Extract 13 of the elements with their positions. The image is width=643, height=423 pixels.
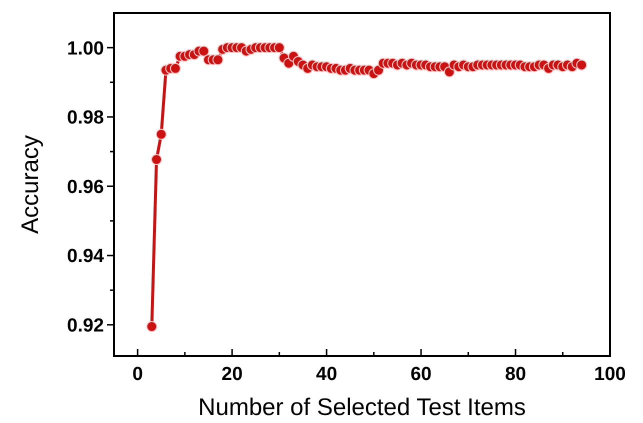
- x-tick-label: 100: [594, 364, 626, 385]
- y-tick-label: 1.00: [67, 38, 104, 60]
- x-tick-label: 0: [132, 364, 143, 385]
- y-tick-label: 0.92: [67, 315, 104, 336]
- y-tick-label: 0.98: [67, 108, 104, 129]
- x-tick-label: 40: [316, 364, 338, 385]
- x-tick-label: 60: [410, 364, 432, 385]
- x-tick-label: 20: [222, 364, 243, 385]
- y-axis-title: Accuracy: [17, 135, 44, 234]
- x-axis-title: Number of Selected Test Items: [198, 394, 526, 421]
- y-tick-label: 0.96: [67, 176, 104, 198]
- y-tick-label: 0.94: [67, 246, 104, 268]
- x-tick-label: 80: [504, 364, 526, 385]
